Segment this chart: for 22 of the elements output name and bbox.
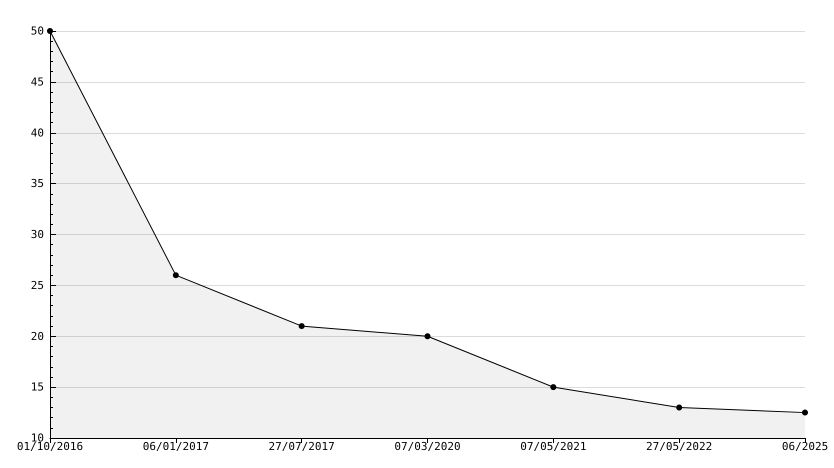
y-tick-label: 40 [30, 126, 44, 140]
point [172, 272, 179, 278]
x-tick-label: 07/03/2020 [394, 440, 461, 453]
point [298, 323, 305, 330]
x-tick-label: 06/01/2017 [142, 440, 209, 453]
y-tick-label: 20 [30, 330, 44, 343]
point [424, 333, 430, 340]
x-tick-label: 27/05/2022 [646, 440, 712, 453]
x-tick-label: 01/10/2016 [16, 440, 84, 453]
y-tick-label: 45 [30, 75, 44, 88]
y-tick-label: 35 [30, 177, 44, 190]
x-tick-label: 27/07/2017 [268, 440, 335, 453]
point [802, 410, 808, 416]
y-tick-label: 30 [30, 228, 44, 241]
y-tick-label: 25 [30, 278, 44, 292]
x-tick-label: 07/05/2021 [520, 440, 586, 453]
y-tick-label: 15 [30, 380, 44, 394]
x-tick-label: 06/2025 [782, 440, 828, 453]
point [550, 384, 556, 390]
point [676, 404, 682, 410]
y-tick-label: 50 [30, 24, 44, 38]
point [47, 28, 53, 34]
